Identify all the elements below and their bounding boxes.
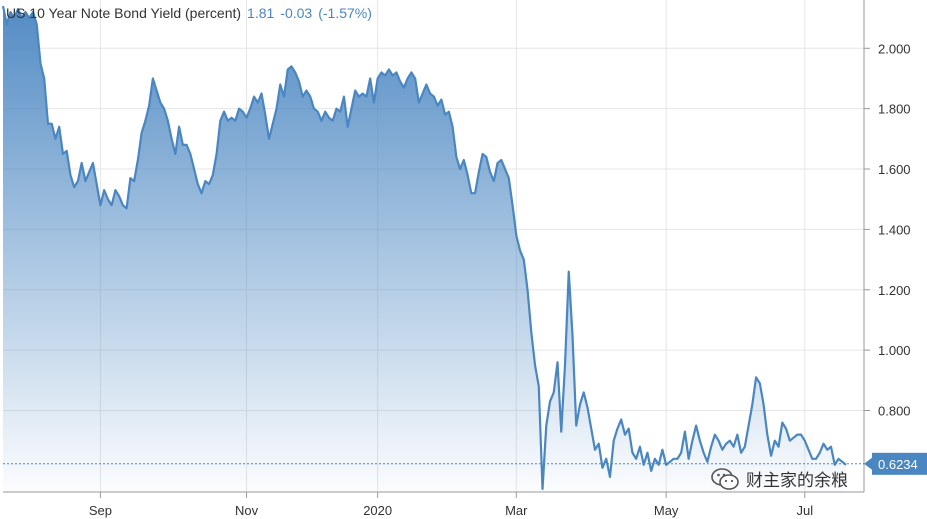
last-value-marker: 0.6234 xyxy=(3,452,927,475)
y-tick-label: 1.800 xyxy=(878,102,911,117)
x-tick-label: May xyxy=(654,503,679,518)
y-tick-label: 0.800 xyxy=(878,404,911,419)
wechat-icon xyxy=(711,467,739,490)
y-axis: 2.000 1.800 1.600 1.400 1.200 1.000 0.800 xyxy=(863,0,911,492)
legend-title: US 10 Year Note Bond Yield (percent) xyxy=(6,5,242,21)
y-tick-label: 1.400 xyxy=(878,222,911,237)
watermark-text: 财主家的余粮 xyxy=(746,471,848,491)
last-value-label: 0.6234 xyxy=(878,457,918,472)
y-tick-label: 1.200 xyxy=(878,283,911,298)
y-tick-label: 2.000 xyxy=(878,41,911,56)
last-value-box xyxy=(872,452,927,475)
yield-area xyxy=(3,6,846,492)
last-value-pointer xyxy=(864,457,872,470)
legend-change-percent: (-1.57%) xyxy=(318,5,372,21)
y-tick-label: 1.000 xyxy=(878,343,911,358)
x-tick-label: Jul xyxy=(796,503,813,518)
x-tick-label: Nov xyxy=(235,503,259,518)
x-tick-label: 2020 xyxy=(363,503,392,518)
y-tick-label: 1.600 xyxy=(878,162,911,177)
x-tick-label: Mar xyxy=(505,503,528,518)
x-tick-label: Sep xyxy=(89,503,112,518)
x-axis: Sep Nov 2020 Mar May Jul xyxy=(3,491,864,518)
chart-legend: US 10 Year Note Bond Yield (percent) 1.81… xyxy=(6,5,372,21)
legend-last-value: 1.81 xyxy=(247,5,275,21)
watermark: 财主家的余粮 xyxy=(710,466,848,491)
yield-line xyxy=(1,5,847,491)
legend-change: -0.03 xyxy=(280,5,313,21)
